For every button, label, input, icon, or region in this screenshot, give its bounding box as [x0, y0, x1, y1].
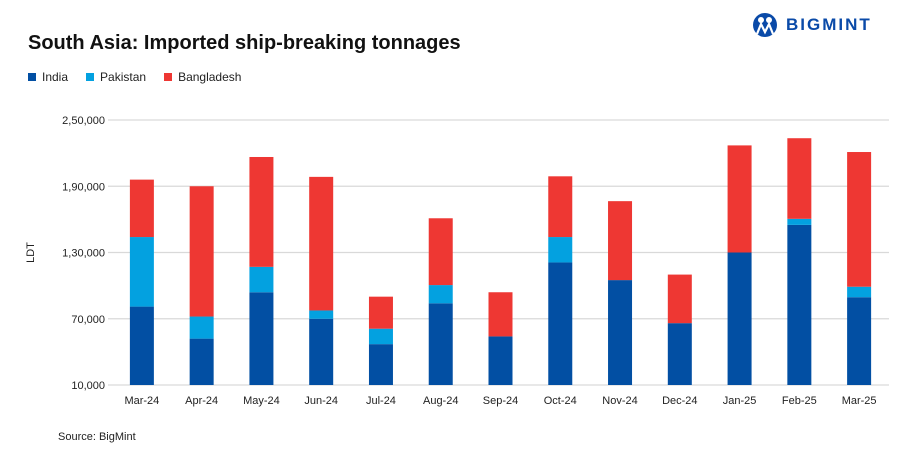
bar-pakistan	[249, 266, 274, 293]
bar-pakistan	[548, 237, 573, 263]
bar-bangladesh	[428, 218, 453, 286]
y-tick-label: 1,30,000	[62, 248, 105, 260]
legend-item: Bangladesh	[164, 70, 241, 84]
bigmint-logo-icon	[753, 13, 777, 37]
bar-pakistan	[129, 237, 154, 307]
bar-india	[368, 344, 393, 385]
bar-pakistan	[368, 328, 393, 345]
legend-swatch	[86, 73, 95, 81]
bar-pakistan	[847, 286, 872, 298]
y-axis-label: LDT	[25, 242, 37, 263]
bar-india	[189, 338, 214, 385]
legend-label: India	[42, 70, 69, 84]
legend: India Pakistan Bangladesh	[28, 70, 241, 84]
bar-pakistan	[787, 218, 812, 225]
brand-name: BIGMINT	[786, 15, 872, 34]
bar-bangladesh	[787, 138, 812, 219]
y-tick-label: 70,000	[71, 314, 105, 326]
bigmint-logo: BIGMINT	[752, 12, 872, 38]
bar-india	[667, 323, 692, 385]
bar-india	[847, 297, 872, 385]
x-tick-label: May-24	[243, 395, 280, 407]
legend-label: Pakistan	[100, 70, 147, 84]
x-tick-label: Aug-24	[423, 395, 458, 407]
bar-india	[787, 224, 812, 385]
x-tick-label: Nov-24	[602, 395, 637, 407]
legend-item: India	[28, 70, 68, 84]
bar-bangladesh	[667, 274, 692, 324]
legend-item: Pakistan	[86, 70, 146, 84]
x-tick-label: Jul-24	[366, 395, 396, 407]
bar-bangladesh	[548, 176, 573, 238]
bar-india	[727, 252, 752, 385]
bar-bangladesh	[249, 156, 274, 267]
bar-pakistan	[428, 285, 453, 304]
x-tick-label: Mar-25	[842, 395, 877, 407]
bar-india	[129, 306, 154, 385]
x-tick-label: Apr-24	[185, 395, 218, 407]
x-tick-label: Jan-25	[723, 395, 757, 407]
x-tick-label: Mar-24	[124, 395, 159, 407]
bar-bangladesh	[488, 292, 513, 337]
bar-bangladesh	[129, 179, 154, 238]
x-tick-label: Feb-25	[782, 395, 817, 407]
bar-pakistan	[309, 310, 334, 319]
legend-swatch	[28, 73, 36, 81]
bar-india	[249, 292, 274, 385]
source-note: Source: BigMint	[58, 431, 136, 443]
y-tick-label: 1,90,000	[62, 181, 105, 193]
bar-bangladesh	[309, 176, 334, 311]
bar-india	[309, 318, 334, 385]
bar-india	[608, 280, 633, 385]
x-tick-label: Sep-24	[483, 395, 518, 407]
bar-india	[488, 336, 513, 385]
x-tick-label: Oct-24	[544, 395, 577, 407]
x-tick-label: Jun-24	[304, 395, 338, 407]
x-tick-label: Dec-24	[662, 395, 697, 407]
bar-bangladesh	[847, 152, 872, 287]
bar-bangladesh	[727, 145, 752, 253]
bar-india	[428, 303, 453, 385]
bar-india	[548, 262, 573, 385]
legend-label: Bangladesh	[178, 70, 242, 84]
legend-swatch	[164, 73, 173, 81]
bar-bangladesh	[608, 201, 633, 281]
y-tick-label: 10,000	[71, 380, 105, 392]
bar-bangladesh	[368, 296, 393, 329]
bar-bangladesh	[189, 186, 214, 317]
y-tick-label: 2,50,000	[62, 115, 105, 127]
chart-title: South Asia: Imported ship-breaking tonna…	[28, 32, 461, 54]
bar-pakistan	[189, 316, 214, 339]
